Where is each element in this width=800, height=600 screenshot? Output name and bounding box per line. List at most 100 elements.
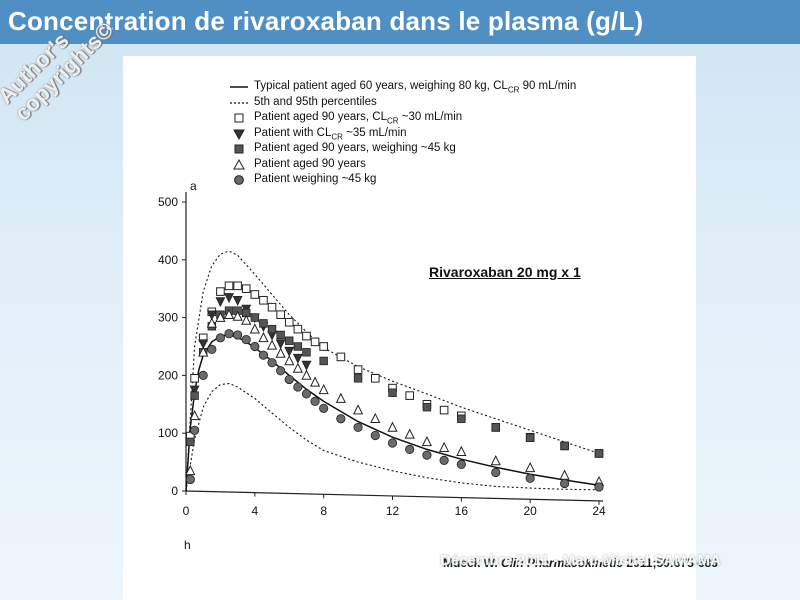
data-point-series-7 (284, 374, 294, 385)
data-point-series-3 (353, 365, 363, 374)
y-tick-label: 400 (158, 253, 178, 267)
data-point-series-5 (388, 388, 397, 397)
data-point-series-7 (422, 450, 432, 460)
legend-marker-icon (228, 173, 250, 187)
data-point-series-3 (241, 284, 251, 293)
legend-marker-icon (228, 96, 250, 110)
x-axis-line (185, 490, 604, 502)
data-point-series-4 (232, 296, 243, 306)
data-point-series-6 (258, 331, 269, 343)
data-point-series-6 (232, 310, 243, 321)
data-point-series-3 (370, 373, 380, 383)
legend-label: 5th and 95th percentiles (254, 95, 377, 108)
legend-marker-icon (228, 142, 250, 156)
data-point-series-3 (233, 281, 242, 291)
data-point-series-3 (319, 342, 328, 351)
series-line-0 (185, 334, 600, 492)
data-point-series-6 (352, 404, 364, 415)
data-point-series-3 (293, 324, 303, 334)
citation: Mueck W. Clin Pharmacokinetic 2011;50:67… (443, 556, 718, 570)
data-point-series-6 (198, 346, 209, 357)
citation-reference: 2011;50:675-686 (626, 556, 718, 570)
data-point-series-5 (190, 391, 199, 400)
data-point-series-7 (310, 396, 320, 407)
data-point-series-3 (439, 405, 449, 415)
data-point-series-5 (525, 433, 535, 443)
data-point-series-5 (293, 342, 303, 351)
data-point-series-7 (267, 358, 277, 368)
data-point-series-5 (560, 441, 569, 451)
legend-label: Patient with CLCR ~35 mL/min (254, 126, 407, 141)
data-point-series-6 (456, 445, 467, 456)
data-point-series-3 (302, 331, 311, 341)
data-point-series-6 (370, 412, 381, 424)
data-point-series-7 (241, 334, 251, 345)
data-point-series-6 (309, 376, 321, 387)
data-point-series-6 (439, 441, 450, 452)
citation-author: Mueck W. (443, 556, 498, 570)
data-point-series-7 (258, 350, 269, 360)
data-point-series-7 (353, 422, 363, 433)
data-point-series-5 (186, 437, 195, 447)
data-point-series-6 (241, 314, 252, 325)
data-point-series-7 (387, 438, 398, 448)
data-point-series-4 (198, 339, 209, 350)
citation-journal: Clin Pharmacokinetic (501, 556, 624, 570)
data-point-series-5 (276, 330, 285, 340)
y-tick-label: 500 (158, 195, 178, 209)
legend-label: Patient aged 90 years, weighing ~45 kg (254, 142, 456, 154)
data-point-series-7 (293, 382, 303, 392)
data-point-series-6 (266, 339, 278, 350)
data-point-series-6 (318, 383, 329, 395)
data-point-series-5 (353, 374, 363, 383)
data-point-series-5 (457, 414, 466, 423)
data-point-series-7 (439, 455, 449, 465)
data-point-series-7 (370, 430, 380, 441)
data-point-series-6 (525, 461, 536, 473)
x-axis-label: h (184, 538, 191, 552)
y-tick-label: 0 (171, 484, 178, 498)
panel-label: a (190, 179, 197, 193)
data-point-series-7 (405, 444, 415, 454)
data-point-series-6 (387, 421, 398, 432)
figure-panel: 0 100 200 300 400 500 0 4 8 12 16 20 24 a h Typical pa… (123, 56, 718, 600)
data-point-series-6 (275, 347, 286, 358)
data-point-series-3 (250, 290, 260, 299)
data-point-series-6 (185, 464, 196, 476)
data-point-series-5 (267, 324, 277, 334)
data-point-series-3 (259, 295, 268, 305)
data-point-series-7 (456, 459, 466, 470)
data-point-series-7 (276, 366, 286, 376)
data-point-series-7 (207, 344, 217, 354)
data-point-series-6 (301, 369, 312, 380)
legend-label: Patient weighing ~45 kg (254, 173, 377, 185)
data-point-series-7 (319, 403, 329, 413)
legend-marker-icon (228, 80, 250, 94)
x-tick-label: 4 (251, 504, 258, 518)
x-tick-label: 12 (386, 504, 400, 518)
data-point-series-3 (267, 302, 277, 312)
data-point-series-3 (216, 287, 225, 296)
data-point-series-4 (206, 310, 217, 321)
data-point-series-7 (198, 370, 208, 380)
data-point-series-7 (336, 414, 346, 424)
data-point-series-6 (223, 308, 235, 320)
data-point-series-6 (421, 435, 433, 447)
data-point-series-4 (292, 353, 303, 364)
legend-marker-icon (228, 111, 250, 125)
data-point-series-6 (404, 428, 415, 439)
data-point-series-4 (215, 297, 226, 308)
data-point-series-3 (336, 352, 346, 362)
data-point-series-7 (559, 478, 570, 489)
data-point-series-3 (224, 281, 234, 291)
data-point-series-5 (250, 313, 260, 322)
data-point-series-3 (405, 391, 415, 400)
legend-label: Patient aged 90 years (254, 157, 366, 170)
data-point-series-5 (302, 348, 311, 357)
data-point-series-6 (292, 362, 303, 373)
data-point-series-5 (259, 319, 268, 328)
data-point-series-5 (319, 356, 328, 366)
data-point-series-6 (206, 317, 217, 328)
data-point-series-4 (301, 360, 312, 371)
data-point-series-7 (491, 467, 501, 478)
